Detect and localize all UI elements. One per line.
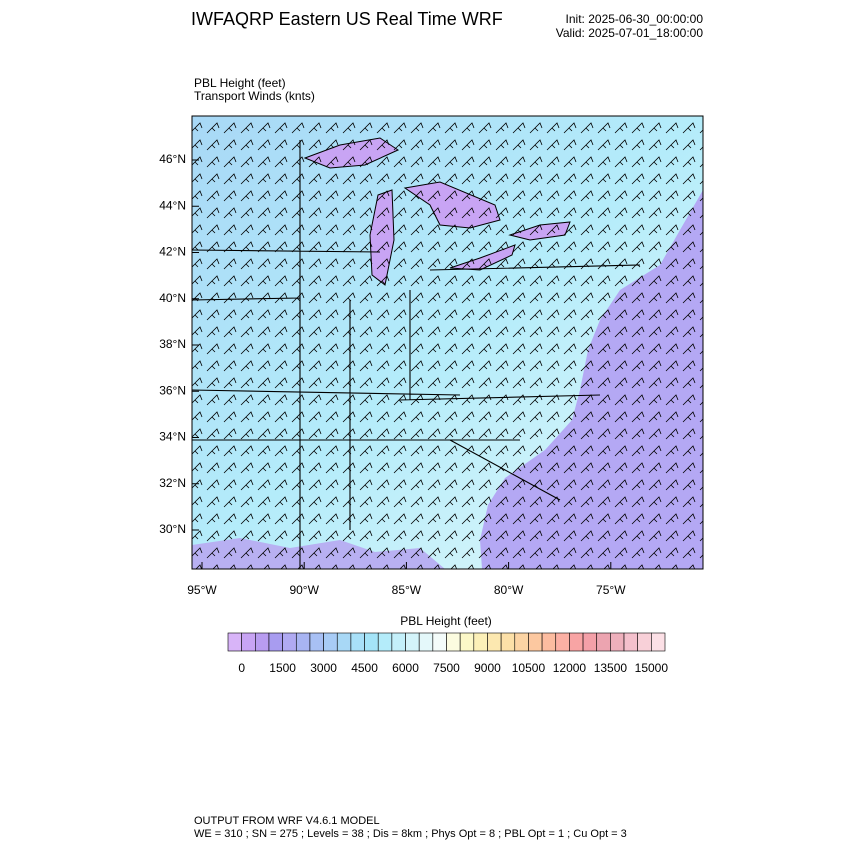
lat-label: 32°N: [159, 476, 186, 490]
colorbar-box: [637, 632, 652, 652]
lat-axis: 46°N 44°N 42°N 40°N 38°N 36°N 34°N 32°N 30°N: [159, 152, 199, 536]
colorbar-box: [350, 632, 365, 652]
colorbar-box: [336, 632, 352, 652]
lat-label: 30°N: [159, 522, 186, 536]
map: [192, 116, 703, 569]
colorbar-label: 6000: [392, 661, 419, 675]
lat-label: 34°N: [159, 430, 186, 444]
colorbar-box: [432, 632, 447, 652]
lat-label: 36°N: [159, 383, 186, 397]
colorbar-box: [623, 632, 638, 652]
title: IWFAQRP Eastern US Real Time WRF: [191, 9, 503, 29]
lat-label: 38°N: [159, 337, 186, 351]
colorbar-box: [569, 632, 584, 652]
lat-label: 44°N: [159, 198, 186, 212]
colorbar-label: 12000: [553, 661, 587, 675]
colorbar-label: 0: [238, 661, 245, 675]
colorbar-box: [541, 632, 557, 652]
field-label: Transport Winds (knts): [194, 89, 315, 103]
colorbar-box: [268, 632, 283, 652]
field-label: PBL Height (feet): [194, 76, 286, 90]
colorbar-label: 3000: [310, 661, 337, 675]
lon-label: 85°W: [392, 583, 422, 597]
colorbar-box: [241, 632, 256, 652]
lat-label: 40°N: [159, 291, 186, 305]
lat-label: 42°N: [159, 245, 186, 259]
colorbar-box: [405, 632, 420, 652]
colorbar-box: [473, 632, 488, 652]
lon-label: 90°W: [289, 583, 319, 597]
map-frame: [191, 115, 704, 570]
colorbar-box: [555, 632, 570, 652]
colorbar-box: [323, 632, 338, 652]
init-time: Init: 2025-06-30_00:00:00: [566, 12, 704, 26]
colorbar-label: 4500: [351, 661, 378, 675]
colorbar-box: [596, 632, 611, 652]
lon-axis: 95°W 90°W 85°W 80°W 75°W: [187, 562, 626, 597]
lon-label: 80°W: [494, 583, 524, 597]
colorbar-label: 10500: [512, 661, 546, 675]
colorbar-box: [418, 632, 434, 652]
colorbar-title: PBL Height (feet): [400, 614, 492, 628]
colorbar-box: [514, 632, 529, 652]
colorbar-box: [487, 632, 502, 652]
colorbar-label: 15000: [635, 661, 669, 675]
colorbar-box: [500, 632, 516, 652]
colorbar-box: [255, 632, 270, 652]
colorbar: 0 1500 3000 4500 6000 7500 9000 10500 12000 13500…: [227, 632, 669, 675]
colorbar-label: 1500: [269, 661, 296, 675]
footer: WE = 310 ; SN = 275 ; Levels = 38 ; Dis …: [194, 828, 627, 840]
colorbar-label: 7500: [433, 661, 460, 675]
colorbar-box: [446, 632, 461, 652]
colorbar-box: [391, 632, 406, 652]
lon-label: 95°W: [187, 583, 217, 597]
colorbar-box: [582, 632, 598, 652]
colorbar-box: [651, 632, 666, 652]
colorbar-box: [528, 632, 543, 652]
colorbar-label: 13500: [594, 661, 628, 675]
valid-time: Valid: 2025-07-01_18:00:00: [556, 26, 704, 40]
footer: OUTPUT FROM WRF V4.6.1 MODEL: [194, 815, 380, 827]
colorbar-box: [459, 632, 475, 652]
colorbar-label: 9000: [474, 661, 501, 675]
colorbar-box: [282, 632, 297, 652]
lat-label: 46°N: [159, 152, 186, 166]
colorbar-box: [364, 632, 379, 652]
colorbar-box: [377, 632, 393, 652]
colorbar-box: [295, 632, 311, 652]
lon-label: 75°W: [596, 583, 626, 597]
wind-barbs: [192, 116, 703, 569]
colorbar-box: [309, 632, 324, 652]
colorbar-box: [610, 632, 625, 652]
colorbar-box: [227, 632, 242, 652]
